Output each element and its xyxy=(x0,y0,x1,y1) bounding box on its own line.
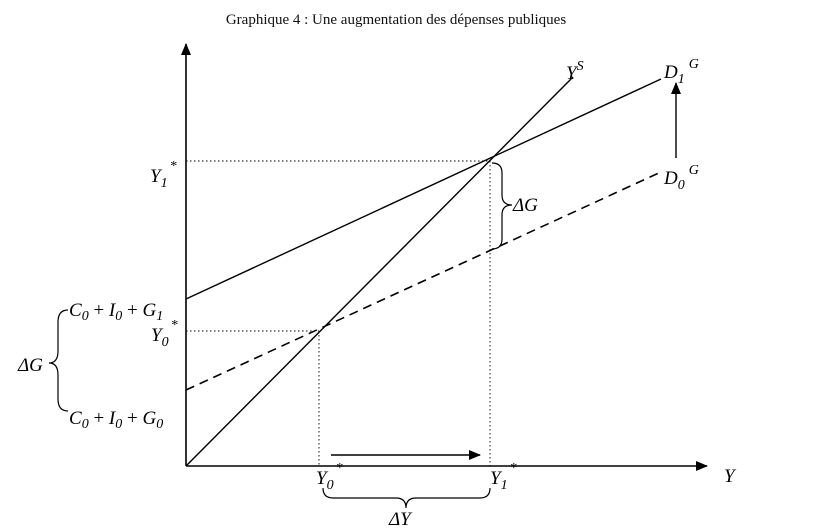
supply-line-ys xyxy=(185,76,574,467)
delta-g-left-label: ΔG xyxy=(17,355,43,376)
y1-star-label: Y1* xyxy=(150,159,177,191)
intercept-g1-label: C0 + I0 + G1 xyxy=(69,300,163,324)
demand-line-d0 xyxy=(185,171,662,391)
x-axis-label: Y xyxy=(724,466,737,487)
d0-label: D0G xyxy=(663,163,699,193)
delta-g-right-label: ΔG xyxy=(512,195,538,216)
d1-label: D1G xyxy=(663,57,699,87)
figure-title: Graphique 4 : Une augmentation des dépen… xyxy=(226,12,566,28)
x-y0-star-label: Y0* xyxy=(316,461,343,493)
delta-g-left-brace xyxy=(48,309,69,412)
delta-g-right-brace xyxy=(491,162,513,250)
y0-star-label: Y0* xyxy=(151,318,178,350)
delta-y-brace xyxy=(322,487,491,509)
x-y1-star-label: Y1* xyxy=(490,461,517,493)
delta-y-label: ΔY xyxy=(388,509,413,530)
intercept-g0-label: C0 + I0 + G0 xyxy=(69,408,163,432)
demand-line-d1 xyxy=(185,78,662,300)
supply-label: YS xyxy=(566,59,584,84)
